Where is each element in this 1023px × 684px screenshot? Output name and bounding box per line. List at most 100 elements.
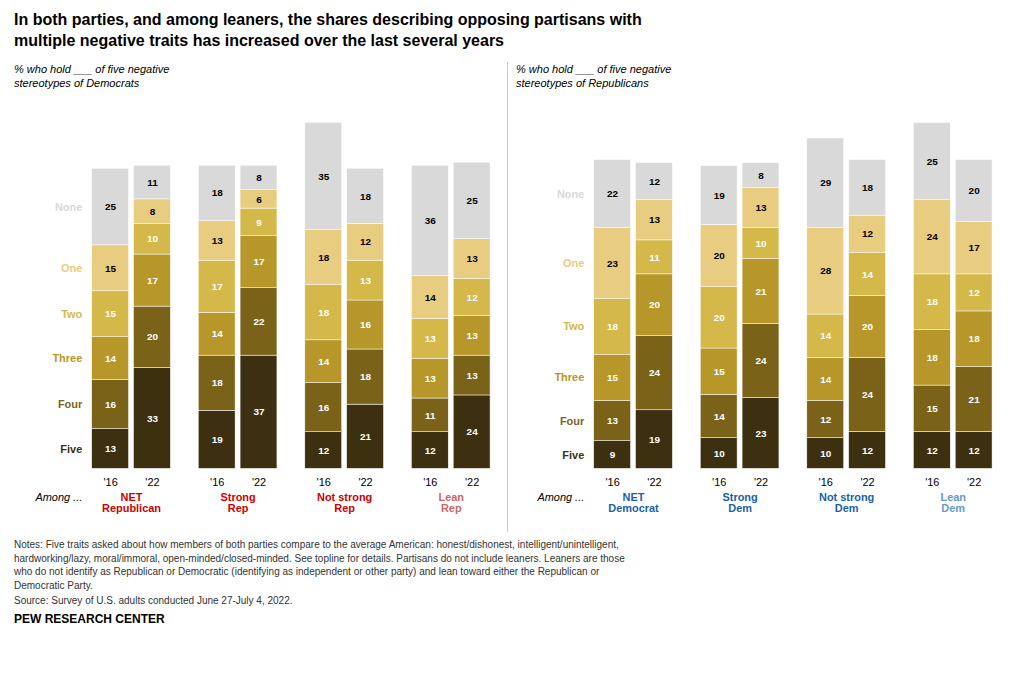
svg-text:'22: '22 xyxy=(465,476,479,488)
svg-text:24: 24 xyxy=(755,355,767,366)
svg-text:'22: '22 xyxy=(754,476,768,488)
svg-text:10: 10 xyxy=(755,238,767,249)
svg-text:13: 13 xyxy=(360,275,372,286)
svg-text:13: 13 xyxy=(425,373,437,384)
svg-text:15: 15 xyxy=(927,403,939,414)
svg-text:25: 25 xyxy=(467,195,479,206)
svg-text:Two: Two xyxy=(563,321,584,333)
svg-text:12: 12 xyxy=(820,414,832,425)
svg-text:13: 13 xyxy=(425,333,437,344)
svg-text:12: 12 xyxy=(649,176,661,187)
svg-text:Two: Two xyxy=(61,308,82,320)
svg-text:21: 21 xyxy=(360,431,372,442)
svg-text:StrongRep: StrongRep xyxy=(220,491,255,514)
svg-text:16: 16 xyxy=(360,319,372,330)
svg-text:17: 17 xyxy=(969,242,981,253)
svg-text:18: 18 xyxy=(969,334,981,345)
svg-text:LeanRep: LeanRep xyxy=(438,491,464,514)
svg-text:12: 12 xyxy=(467,292,479,303)
svg-text:12: 12 xyxy=(360,237,372,248)
svg-text:Three: Three xyxy=(554,372,584,384)
svg-text:Four: Four xyxy=(58,398,83,410)
svg-text:8: 8 xyxy=(256,172,262,183)
svg-text:None: None xyxy=(557,188,584,200)
svg-text:'22: '22 xyxy=(967,476,981,488)
svg-text:24: 24 xyxy=(862,389,874,400)
svg-text:9: 9 xyxy=(610,449,616,460)
svg-text:10: 10 xyxy=(820,448,832,459)
svg-text:11: 11 xyxy=(425,410,436,421)
svg-text:StrongDem: StrongDem xyxy=(722,491,757,514)
svg-text:20: 20 xyxy=(714,250,726,261)
svg-text:12: 12 xyxy=(969,287,981,298)
svg-text:23: 23 xyxy=(755,428,767,439)
svg-text:18: 18 xyxy=(862,182,874,193)
svg-text:One: One xyxy=(563,257,584,269)
svg-text:Not strongRep: Not strongRep xyxy=(317,491,372,514)
svg-text:'16: '16 xyxy=(712,476,726,488)
svg-text:13: 13 xyxy=(467,370,479,381)
svg-text:13: 13 xyxy=(105,443,117,454)
svg-text:8: 8 xyxy=(758,170,764,181)
svg-text:18: 18 xyxy=(212,378,224,389)
svg-text:14: 14 xyxy=(318,356,330,367)
svg-text:One: One xyxy=(61,262,82,274)
svg-text:'16: '16 xyxy=(317,476,331,488)
svg-text:9: 9 xyxy=(256,217,262,228)
svg-text:19: 19 xyxy=(649,434,661,445)
svg-text:14: 14 xyxy=(212,329,224,340)
svg-text:36: 36 xyxy=(425,215,437,226)
svg-text:15: 15 xyxy=(105,309,117,320)
svg-text:14: 14 xyxy=(820,374,832,385)
svg-text:'16: '16 xyxy=(423,476,437,488)
svg-text:17: 17 xyxy=(147,275,159,286)
svg-text:12: 12 xyxy=(927,445,939,456)
svg-text:19: 19 xyxy=(212,434,224,445)
svg-text:NETDemocrat: NETDemocrat xyxy=(608,491,659,514)
svg-text:19: 19 xyxy=(714,190,726,201)
svg-text:15: 15 xyxy=(105,263,117,274)
svg-text:'22: '22 xyxy=(358,476,372,488)
svg-text:16: 16 xyxy=(318,402,330,413)
svg-text:13: 13 xyxy=(467,254,479,265)
svg-text:16: 16 xyxy=(105,399,117,410)
svg-text:'22: '22 xyxy=(145,476,159,488)
svg-text:11: 11 xyxy=(649,252,660,263)
svg-text:22: 22 xyxy=(253,316,265,327)
svg-text:14: 14 xyxy=(105,353,117,364)
svg-text:15: 15 xyxy=(714,366,726,377)
svg-text:Among ...: Among ... xyxy=(536,491,584,503)
svg-text:24: 24 xyxy=(467,427,479,438)
svg-text:29: 29 xyxy=(820,178,832,189)
svg-text:'22: '22 xyxy=(647,476,661,488)
svg-text:17: 17 xyxy=(253,257,265,268)
svg-text:10: 10 xyxy=(147,234,159,245)
svg-text:14: 14 xyxy=(862,269,874,280)
svg-text:13: 13 xyxy=(607,415,619,426)
svg-text:20: 20 xyxy=(862,321,874,332)
svg-text:25: 25 xyxy=(927,156,939,167)
svg-text:24: 24 xyxy=(927,232,939,243)
svg-text:'16: '16 xyxy=(103,476,117,488)
svg-text:8: 8 xyxy=(150,206,156,217)
svg-text:18: 18 xyxy=(607,321,619,332)
svg-text:21: 21 xyxy=(969,394,981,405)
svg-text:17: 17 xyxy=(212,281,224,292)
svg-text:20: 20 xyxy=(969,185,981,196)
svg-text:None: None xyxy=(55,201,82,213)
svg-text:Three: Three xyxy=(52,352,82,364)
svg-text:14: 14 xyxy=(820,331,832,342)
svg-text:13: 13 xyxy=(467,330,479,341)
svg-text:'16: '16 xyxy=(925,476,939,488)
svg-text:20: 20 xyxy=(714,312,726,323)
svg-text:22: 22 xyxy=(607,188,619,199)
svg-text:18: 18 xyxy=(927,297,939,308)
svg-text:'22: '22 xyxy=(860,476,874,488)
svg-text:21: 21 xyxy=(755,286,767,297)
svg-text:23: 23 xyxy=(607,258,619,269)
svg-text:12: 12 xyxy=(969,445,981,456)
svg-text:33: 33 xyxy=(147,413,159,424)
svg-text:Five: Five xyxy=(60,443,82,455)
svg-text:15: 15 xyxy=(607,372,619,383)
svg-text:13: 13 xyxy=(649,215,661,226)
